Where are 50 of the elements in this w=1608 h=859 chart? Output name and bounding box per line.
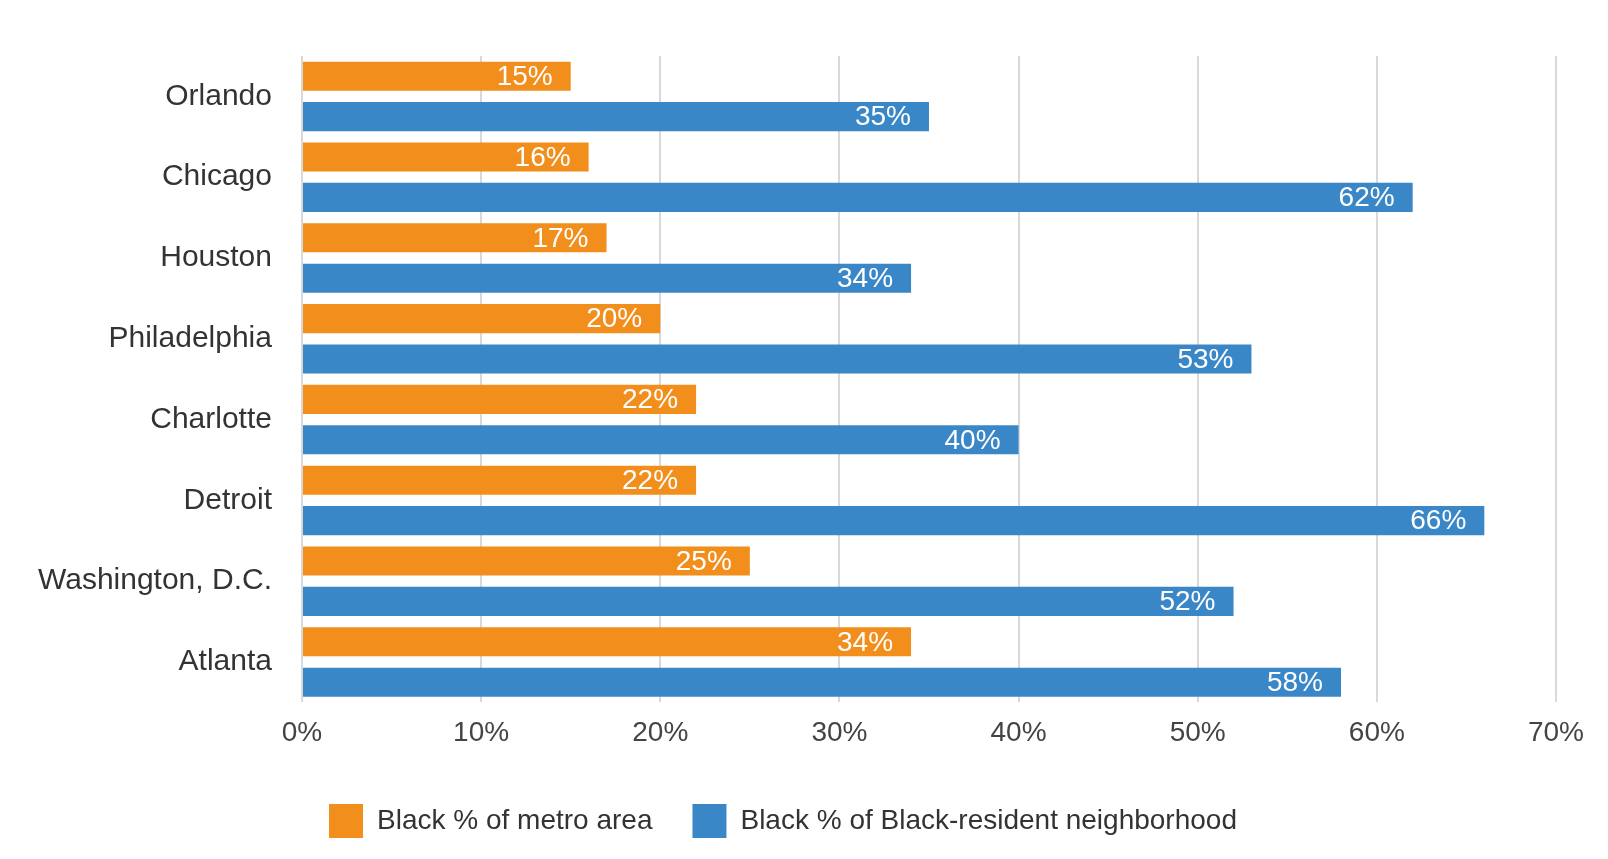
bar: [302, 506, 1485, 536]
legend-label: Black % of Black-resident neighborhood: [740, 803, 1237, 835]
bar: [302, 667, 1342, 697]
x-tick-label: 20%: [632, 715, 689, 747]
y-tick-label: Philadelphia: [108, 320, 273, 354]
data-label: 15%: [496, 59, 553, 91]
bar: [302, 61, 571, 91]
data-label: 35%: [854, 100, 911, 132]
bar: [302, 223, 607, 253]
bar: [302, 627, 912, 657]
y-tick-label: Orlando: [165, 77, 272, 111]
bar: [302, 384, 697, 414]
y-tick-label: Charlotte: [150, 400, 272, 434]
x-tick-label: 10%: [453, 715, 510, 747]
y-tick-label: Chicago: [161, 158, 272, 192]
y-tick-label: Atlanta: [178, 643, 273, 677]
data-label: 53%: [1177, 342, 1234, 374]
x-tick-label: 40%: [990, 715, 1047, 747]
data-label: 20%: [586, 302, 643, 334]
data-label: 34%: [837, 261, 894, 293]
x-tick-label: 70%: [1527, 715, 1584, 747]
data-label: 17%: [532, 221, 589, 253]
bar: [302, 182, 1413, 212]
bar: [302, 465, 697, 495]
bar: [302, 546, 750, 576]
x-tick-label: 60%: [1348, 715, 1405, 747]
bar: [302, 263, 912, 293]
y-tick-label: Houston: [160, 239, 272, 273]
data-label: 25%: [675, 544, 732, 576]
bar: [302, 304, 661, 334]
x-tick-label: 30%: [811, 715, 868, 747]
data-label: 58%: [1266, 665, 1324, 697]
data-label: 22%: [622, 463, 679, 495]
data-label: 16%: [514, 140, 571, 172]
data-label: 66%: [1410, 504, 1467, 536]
data-label: 62%: [1338, 181, 1395, 213]
bar: [302, 142, 589, 172]
bar: [302, 102, 929, 132]
y-tick-label: Detroit: [183, 481, 273, 515]
x-tick-label: 50%: [1169, 715, 1226, 747]
data-label: 22%: [622, 383, 679, 415]
y-tick-label: Washington, D.C.: [38, 562, 272, 596]
bar: [302, 586, 1234, 616]
data-label: 34%: [837, 625, 894, 657]
legend-label: Black % of metro area: [377, 803, 653, 835]
data-label: 52%: [1159, 585, 1216, 617]
bar: [302, 425, 1019, 455]
data-label: 40%: [944, 423, 1001, 455]
bar: [302, 344, 1252, 374]
x-tick-label: 0%: [281, 715, 323, 747]
